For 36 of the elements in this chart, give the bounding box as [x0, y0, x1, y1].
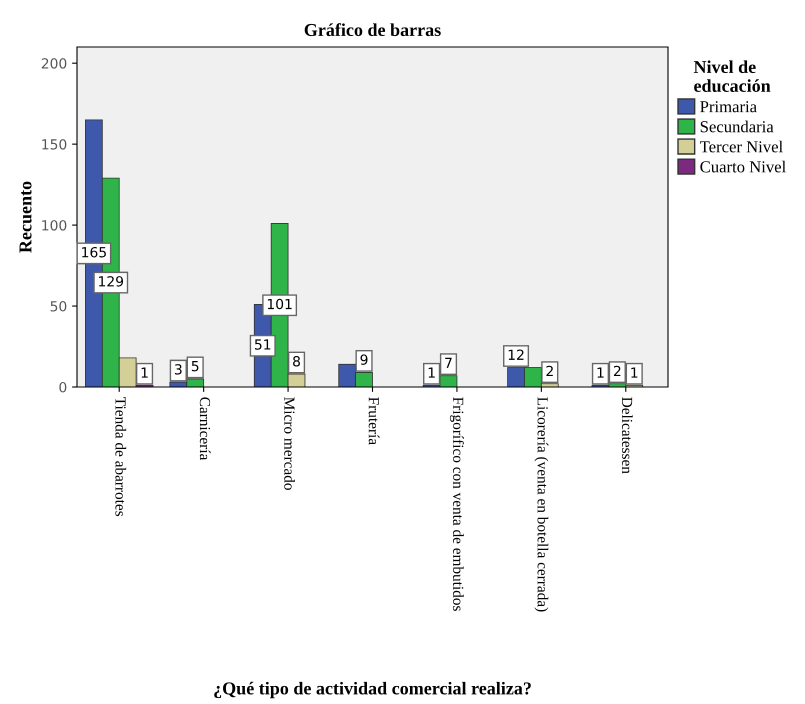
chart-title: Gráfico de barras: [304, 23, 441, 36]
legend-label: Tercer Nivel: [700, 140, 783, 152]
data-label: 129: [99, 276, 124, 287]
x-tick-label: Delicatessen: [622, 397, 633, 474]
data-label: 9: [360, 354, 368, 365]
legend-title: Nivel de educación: [694, 60, 770, 92]
data-label: 5: [192, 361, 198, 372]
data-label: 101: [268, 298, 292, 310]
y-tick-label: 100: [42, 220, 66, 231]
y-axis-title: Recuento: [20, 182, 32, 253]
y-tick-label: 0: [59, 382, 66, 392]
data-label: 1: [598, 368, 604, 378]
data-label: 165: [82, 246, 106, 258]
y-tick-label: 50: [50, 301, 66, 312]
x-tick-label: Carnicería: [200, 397, 211, 460]
data-label: 1: [142, 368, 148, 378]
x-tick-label: Frutería: [368, 397, 380, 445]
data-label: 8: [293, 356, 300, 366]
x-tick-label: Micro mercado: [284, 397, 295, 490]
x-tick-label: Tienda de abarrotes: [115, 397, 126, 516]
y-tick-label: 200: [42, 58, 66, 69]
legend-label: Primaria: [700, 101, 757, 112]
legend-label: Cuarto Nivel: [700, 160, 786, 172]
data-label: 51: [254, 339, 270, 350]
data-label: 3: [174, 364, 182, 375]
data-label: 7: [445, 358, 452, 368]
data-label: 2: [546, 366, 553, 376]
y-tick-label: 150: [42, 139, 66, 150]
data-label: 1: [631, 368, 638, 378]
data-label: 1: [428, 368, 435, 378]
x-axis-title: ¿Qué tipo de actividad comercial realiza?: [214, 682, 531, 698]
data-label: 12: [508, 350, 524, 360]
x-tick-label: Frigorífico con venta de embutidos: [450, 397, 464, 611]
data-label: 2: [614, 366, 620, 376]
x-tick-label: Licorería (venta en botella cerrada): [534, 397, 548, 612]
legend-label: Secundaria: [700, 120, 774, 132]
